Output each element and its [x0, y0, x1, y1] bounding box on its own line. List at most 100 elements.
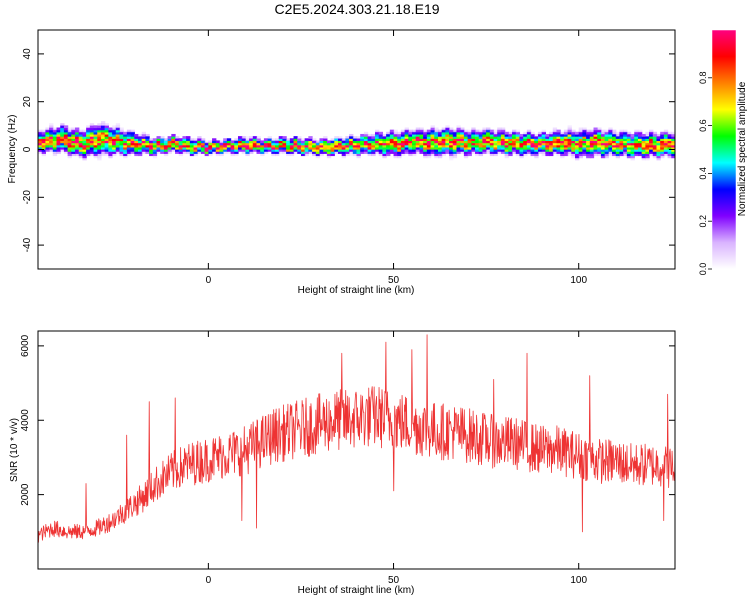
spectrogram-cell [441, 131, 446, 135]
spectrogram-cell [334, 144, 339, 148]
spectrogram-cell [423, 155, 428, 159]
spectrogram-cell [234, 151, 239, 154]
spectrogram-cell [78, 142, 84, 146]
spectrogram-cell [382, 149, 387, 152]
spectrogram-cell [308, 140, 313, 144]
colorbar-label: Normalized spectral amplitude [737, 81, 748, 216]
spectrogram-cell [571, 138, 576, 142]
spectrogram-cell [45, 136, 50, 139]
spectrogram-cell [541, 151, 546, 154]
spectrogram-cell [219, 144, 224, 148]
figure-title: C2E5.2024.303.21.18.E19 [274, 1, 439, 17]
spectrogram-cell [100, 136, 106, 139]
spectrogram-cell [293, 142, 298, 146]
spectrogram-cell [393, 146, 398, 150]
spectrogram-cell [530, 142, 535, 146]
spectrogram-cell [134, 151, 139, 154]
spectrogram-cell [630, 140, 635, 144]
spectrogram-cell [630, 157, 635, 161]
spectrogram-cell [386, 140, 391, 144]
spectrogram-cell [497, 146, 502, 150]
spectrogram-cell [197, 149, 202, 152]
spectrogram-cell [330, 151, 335, 154]
spectrogram-cell [452, 149, 458, 152]
spectrogram-cell [582, 146, 587, 150]
spectrogram-cell [571, 131, 576, 135]
spectrogram-cell [408, 153, 413, 157]
spectrogram-cell [589, 140, 595, 144]
spectrogram-cell [471, 133, 476, 137]
spectrogram-cell [463, 129, 469, 133]
spectrogram-cell [78, 146, 84, 150]
spectrogram-cell [115, 131, 121, 135]
spectrogram-cell [537, 136, 543, 139]
spectrogram-cell [452, 142, 458, 146]
spectrogram-cell [115, 146, 121, 150]
spectrogram-cell [460, 144, 465, 148]
spectrogram-cell [178, 142, 184, 146]
spectrogram-cell [452, 153, 458, 157]
spectrogram-cell [67, 142, 72, 146]
spectrogram-cell [38, 131, 43, 135]
spectrogram-cell [426, 131, 432, 135]
spectrogram-cell [308, 149, 313, 152]
spectrogram-cell [52, 144, 58, 148]
spectrogram-cell [234, 153, 239, 157]
spectrogram-cell [52, 129, 58, 133]
spectrogram-cell [49, 133, 54, 137]
spectrogram-cell [297, 149, 302, 152]
spectrogram-cell [326, 149, 332, 152]
spectrogram-cell [471, 144, 476, 148]
spectrogram-cell [482, 140, 487, 144]
spectrogram-cell [500, 144, 506, 148]
spectrogram-cell [593, 129, 598, 133]
spectrogram-cell [67, 144, 72, 148]
spectrogram-cell [282, 136, 287, 139]
spectrogram-cell [519, 151, 524, 154]
spectrogram-cell [141, 138, 146, 142]
spectrogram-cell [260, 151, 265, 154]
spectrogram-cell [193, 140, 198, 144]
spectrogram-cell [460, 133, 465, 137]
spectrogram-cell [182, 151, 187, 154]
spectrogram-cell [175, 144, 180, 148]
spectrogram-cell [523, 153, 528, 157]
spectrogram-cell [460, 149, 465, 152]
spectrogram-cell [341, 149, 346, 152]
spectrogram-cell [137, 133, 143, 137]
spectrogram-cell [89, 149, 95, 152]
spectrogram-cell [426, 151, 432, 154]
spectrogram-cell [449, 133, 454, 137]
spectrogram-cell [160, 146, 165, 150]
spectrogram-cell [445, 129, 450, 133]
spectrogram-cell [556, 149, 561, 152]
spectrogram-cell [308, 142, 313, 146]
spectrogram-cell [430, 125, 435, 129]
spectrogram-cell [645, 149, 650, 152]
spectrogram-cell [89, 142, 95, 146]
spectrogram-cell [408, 138, 413, 142]
spectrogram-cell [86, 127, 91, 131]
spectrogram-cell [100, 140, 106, 144]
spectrogram-y-label: Frequency (Hz) [7, 115, 18, 184]
spectrogram-cell [593, 144, 598, 148]
spectrogram-cell [256, 151, 261, 154]
spectrogram-cell [430, 136, 435, 139]
spectrogram-cell [589, 138, 595, 142]
spectrogram-cell [393, 142, 398, 146]
spectrogram-cell [571, 129, 576, 133]
spectrogram-cell [93, 155, 98, 159]
spectrogram-cell [289, 144, 295, 148]
spectrogram-cell [89, 131, 95, 135]
spectrogram-cell [112, 149, 117, 152]
spectrogram-cell [560, 136, 565, 139]
spectrogram-cell [67, 136, 72, 139]
spectrogram-cell [308, 151, 313, 154]
spectrogram-cell [71, 140, 76, 144]
spectrogram-cell [226, 151, 232, 154]
spectrogram-cell [634, 151, 639, 154]
spectrogram-cell [589, 133, 595, 137]
spectrogram-cell [100, 121, 106, 124]
spectrogram-cell [130, 131, 135, 135]
spectrogram-cell [119, 153, 124, 157]
